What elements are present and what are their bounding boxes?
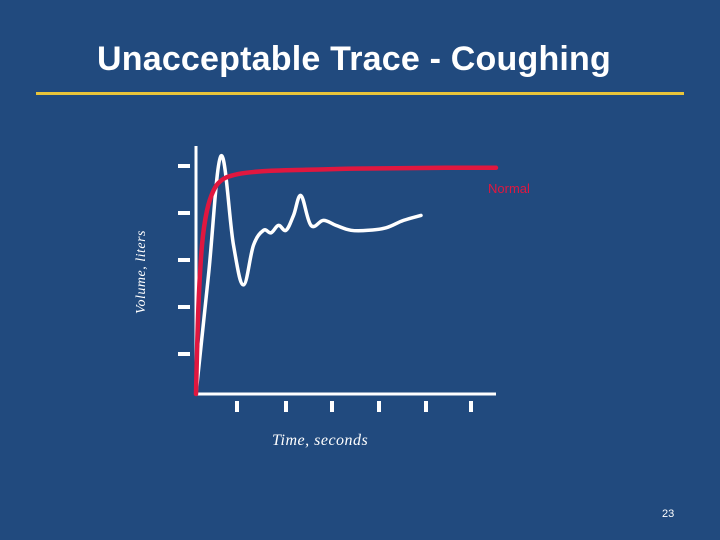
- slide-title: Unacceptable Trace - Coughing: [96, 40, 611, 78]
- page-number: 23: [662, 508, 675, 520]
- normal-trace-line: [193, 165, 499, 397]
- title-underline: [36, 92, 684, 95]
- normal-series-label: Normal: [488, 181, 530, 196]
- x-axis-label: Time, seconds: [272, 432, 369, 449]
- coughing-trace-line: [194, 154, 423, 396]
- series-group: [193, 154, 499, 397]
- y-axis-label: Volume, liters: [134, 230, 149, 314]
- annotations: Normal: [488, 181, 530, 196]
